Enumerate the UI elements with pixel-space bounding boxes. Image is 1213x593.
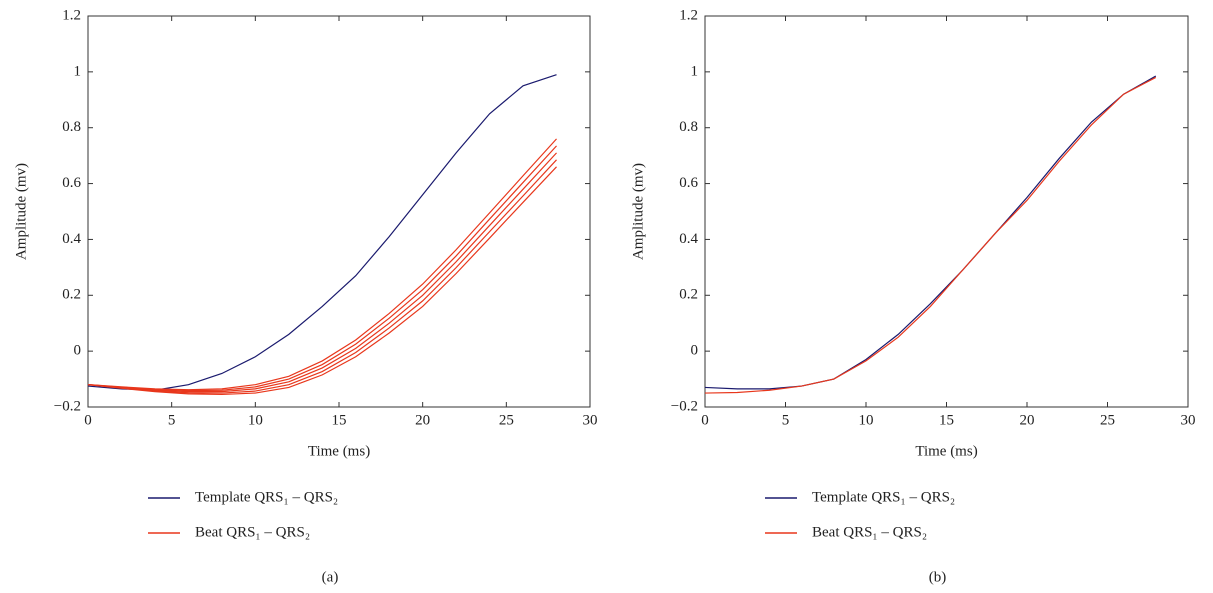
x-tick-label: 30	[1181, 412, 1196, 428]
data-line	[87, 145, 557, 392]
y-tick-label: 0.2	[62, 287, 81, 303]
x-tick-label: 25	[499, 412, 514, 428]
x-tick-label: 0	[84, 412, 92, 428]
data-line	[87, 74, 557, 391]
x-tick-label: 10	[859, 412, 874, 428]
data-line	[704, 75, 1157, 390]
plot-frame	[704, 15, 1189, 408]
x-tick-label: 5	[168, 412, 176, 428]
y-tick-label: 0.4	[62, 231, 81, 247]
x-tick-label: 30	[583, 412, 598, 428]
data-line	[87, 138, 557, 391]
y-tick-label: 0.2	[679, 287, 698, 303]
x-tick-label: 20	[1020, 412, 1035, 428]
data-line	[87, 166, 557, 396]
y-tick-label: 1	[691, 63, 699, 79]
legend-label: Beat QRS₁ – QRS₂	[812, 524, 927, 540]
y-tick-label: 1	[74, 63, 82, 79]
data-line	[87, 159, 557, 394]
y-tick-label: 0.6	[679, 175, 698, 191]
y-tick-label: 0.6	[62, 175, 81, 191]
x-tick-label: 10	[248, 412, 263, 428]
legend-label: Template QRS₁ – QRS₂	[812, 489, 955, 505]
x-tick-label: 20	[415, 412, 430, 428]
y-axis-label: Amplitude (mv)	[630, 163, 646, 260]
y-tick-label: 0.8	[62, 119, 81, 135]
panel-label: (b)	[929, 569, 947, 585]
y-tick-label: −0.2	[54, 398, 81, 414]
x-tick-label: 25	[1100, 412, 1115, 428]
y-tick-label: 0.4	[679, 231, 698, 247]
legend-label: Template QRS₁ – QRS₂	[195, 489, 338, 505]
x-tick-label: 15	[332, 412, 347, 428]
x-tick-label: 5	[782, 412, 790, 428]
data-line	[704, 76, 1157, 394]
legend-label: Beat QRS₁ – QRS₂	[195, 524, 310, 540]
y-tick-label: 0	[74, 343, 82, 359]
y-tick-label: 1.2	[679, 7, 698, 23]
y-tick-label: 0.8	[679, 119, 698, 135]
x-tick-label: 15	[939, 412, 954, 428]
y-tick-label: 0	[691, 343, 699, 359]
data-line	[87, 152, 557, 393]
panel-label: (a)	[322, 569, 339, 585]
y-tick-label: 1.2	[62, 7, 81, 23]
x-axis-label: Time (ms)	[915, 443, 977, 459]
x-tick-label: 0	[701, 412, 709, 428]
x-axis-label: Time (ms)	[308, 443, 370, 459]
y-axis-label: Amplitude (mv)	[13, 163, 29, 260]
y-tick-label: −0.2	[671, 398, 698, 414]
